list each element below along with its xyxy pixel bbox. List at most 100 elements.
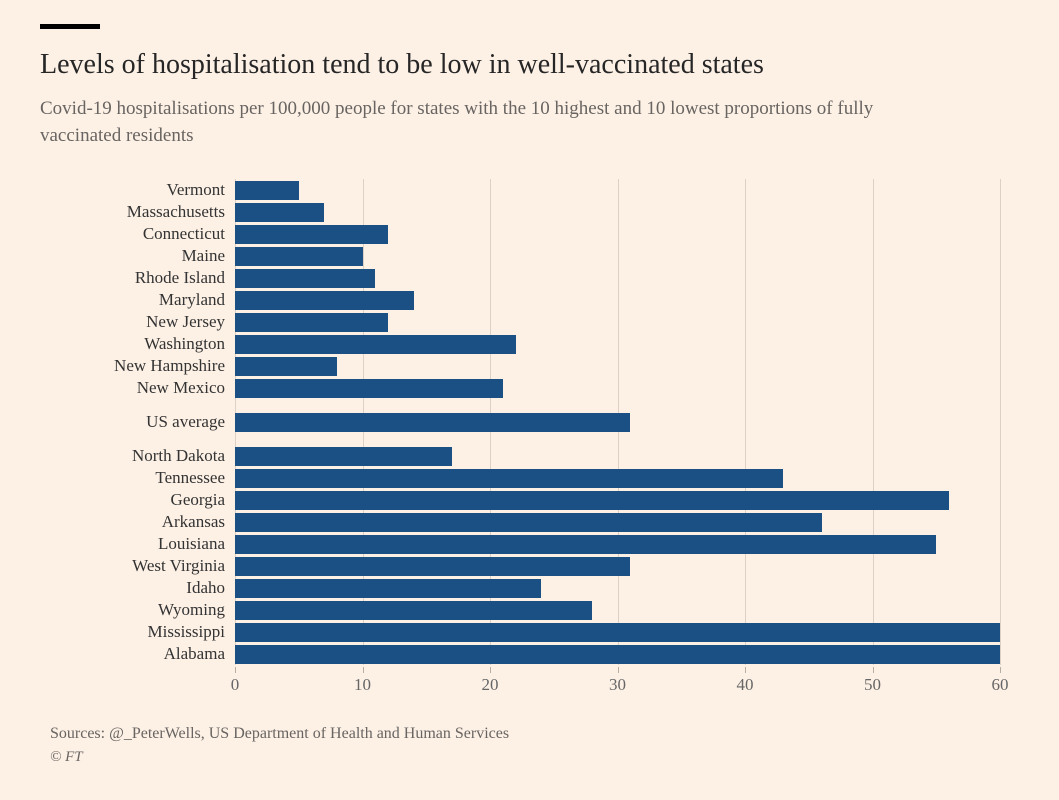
bar-label: Connecticut xyxy=(60,224,235,244)
bar xyxy=(235,379,503,398)
chart-row: West Virginia xyxy=(60,555,1000,577)
bar-label: West Virginia xyxy=(60,556,235,576)
x-tick-label: 10 xyxy=(354,675,371,695)
bar-plot-cell xyxy=(235,445,1000,467)
gridline xyxy=(1000,179,1001,665)
bar xyxy=(235,579,541,598)
x-tick-label: 20 xyxy=(482,675,499,695)
bar-plot-cell xyxy=(235,467,1000,489)
x-tick-label: 60 xyxy=(992,675,1009,695)
bar-plot-cell xyxy=(235,489,1000,511)
chart-row: Mississippi xyxy=(60,621,1000,643)
bar-plot-cell xyxy=(235,555,1000,577)
chart-row: Rhode Island xyxy=(60,267,1000,289)
bar-label: US average xyxy=(60,412,235,432)
chart-row: Alabama xyxy=(60,643,1000,665)
bar-label: Rhode Island xyxy=(60,268,235,288)
bar-label: Maine xyxy=(60,246,235,266)
bar-plot-cell xyxy=(235,245,1000,267)
bar-label: Tennessee xyxy=(60,468,235,488)
chart-row: Massachusetts xyxy=(60,201,1000,223)
x-tick-label: 40 xyxy=(737,675,754,695)
bar xyxy=(235,413,630,432)
chart-page: Levels of hospitalisation tend to be low… xyxy=(0,0,1059,800)
bar xyxy=(235,601,592,620)
bar xyxy=(235,335,516,354)
bar-label: Idaho xyxy=(60,578,235,598)
chart-row: Louisiana xyxy=(60,533,1000,555)
bar xyxy=(235,181,299,200)
chart-row: Arkansas xyxy=(60,511,1000,533)
bar xyxy=(235,469,783,488)
bar-label: New Hampshire xyxy=(60,356,235,376)
bar-plot-cell xyxy=(235,201,1000,223)
bar-label: Vermont xyxy=(60,180,235,200)
bar-plot-cell xyxy=(235,355,1000,377)
bar xyxy=(235,447,452,466)
bar-chart: VermontMassachusettsConnecticutMaineRhod… xyxy=(60,179,1000,697)
bar-label: Massachusetts xyxy=(60,202,235,222)
bar xyxy=(235,623,1000,642)
chart-row: Georgia xyxy=(60,489,1000,511)
bar xyxy=(235,357,337,376)
bar xyxy=(235,313,388,332)
chart-row: North Dakota xyxy=(60,445,1000,467)
bar-plot-cell xyxy=(235,533,1000,555)
bar-plot-cell xyxy=(235,223,1000,245)
bar-plot-cell xyxy=(235,377,1000,399)
bar xyxy=(235,535,936,554)
bar-plot-cell xyxy=(235,621,1000,643)
chart-title: Levels of hospitalisation tend to be low… xyxy=(40,47,1019,82)
bar-plot-cell xyxy=(235,577,1000,599)
bar-plot-cell xyxy=(235,179,1000,201)
chart-row: New Jersey xyxy=(60,311,1000,333)
bar xyxy=(235,247,363,266)
chart-row: New Hampshire xyxy=(60,355,1000,377)
bar-label: Wyoming xyxy=(60,600,235,620)
bar-label: Louisiana xyxy=(60,534,235,554)
bar-label: Mississippi xyxy=(60,622,235,642)
bar-plot-cell xyxy=(235,333,1000,355)
bar-plot-cell xyxy=(235,267,1000,289)
bar xyxy=(235,291,414,310)
x-tick-label: 50 xyxy=(864,675,881,695)
x-axis: 0102030405060 xyxy=(60,671,1000,697)
bar xyxy=(235,269,375,288)
bar xyxy=(235,557,630,576)
chart-row: Idaho xyxy=(60,577,1000,599)
chart-row: Washington xyxy=(60,333,1000,355)
x-axis-track: 0102030405060 xyxy=(235,671,1000,697)
chart-row: Maryland xyxy=(60,289,1000,311)
bars-layer: VermontMassachusettsConnecticutMaineRhod… xyxy=(60,179,1000,665)
x-tick-label: 30 xyxy=(609,675,626,695)
bar-label: New Mexico xyxy=(60,378,235,398)
chart-row: New Mexico xyxy=(60,377,1000,399)
bar-label: New Jersey xyxy=(60,312,235,332)
copyright: © FT xyxy=(50,749,1019,766)
chart-row: Vermont xyxy=(60,179,1000,201)
bar-label: Alabama xyxy=(60,644,235,664)
top-rule xyxy=(40,24,100,29)
bar-plot-cell xyxy=(235,643,1000,665)
chart-row: US average xyxy=(60,411,1000,433)
bar xyxy=(235,491,949,510)
bar xyxy=(235,645,1000,664)
chart-row: Maine xyxy=(60,245,1000,267)
bar-label: Maryland xyxy=(60,290,235,310)
bar-label: Arkansas xyxy=(60,512,235,532)
bar xyxy=(235,203,324,222)
bar-label: Georgia xyxy=(60,490,235,510)
bar-label: Washington xyxy=(60,334,235,354)
x-tick-label: 0 xyxy=(231,675,240,695)
bar xyxy=(235,225,388,244)
chart-row: Connecticut xyxy=(60,223,1000,245)
chart-subtitle: Covid-19 hospitalisations per 100,000 pe… xyxy=(40,96,940,149)
bar-plot-cell xyxy=(235,311,1000,333)
chart-row: Tennessee xyxy=(60,467,1000,489)
chart-row: Wyoming xyxy=(60,599,1000,621)
bar-plot-cell xyxy=(235,289,1000,311)
bar-plot-cell xyxy=(235,511,1000,533)
bar-plot-cell xyxy=(235,411,1000,433)
bar xyxy=(235,513,822,532)
source-line: Sources: @_PeterWells, US Department of … xyxy=(50,725,1019,743)
